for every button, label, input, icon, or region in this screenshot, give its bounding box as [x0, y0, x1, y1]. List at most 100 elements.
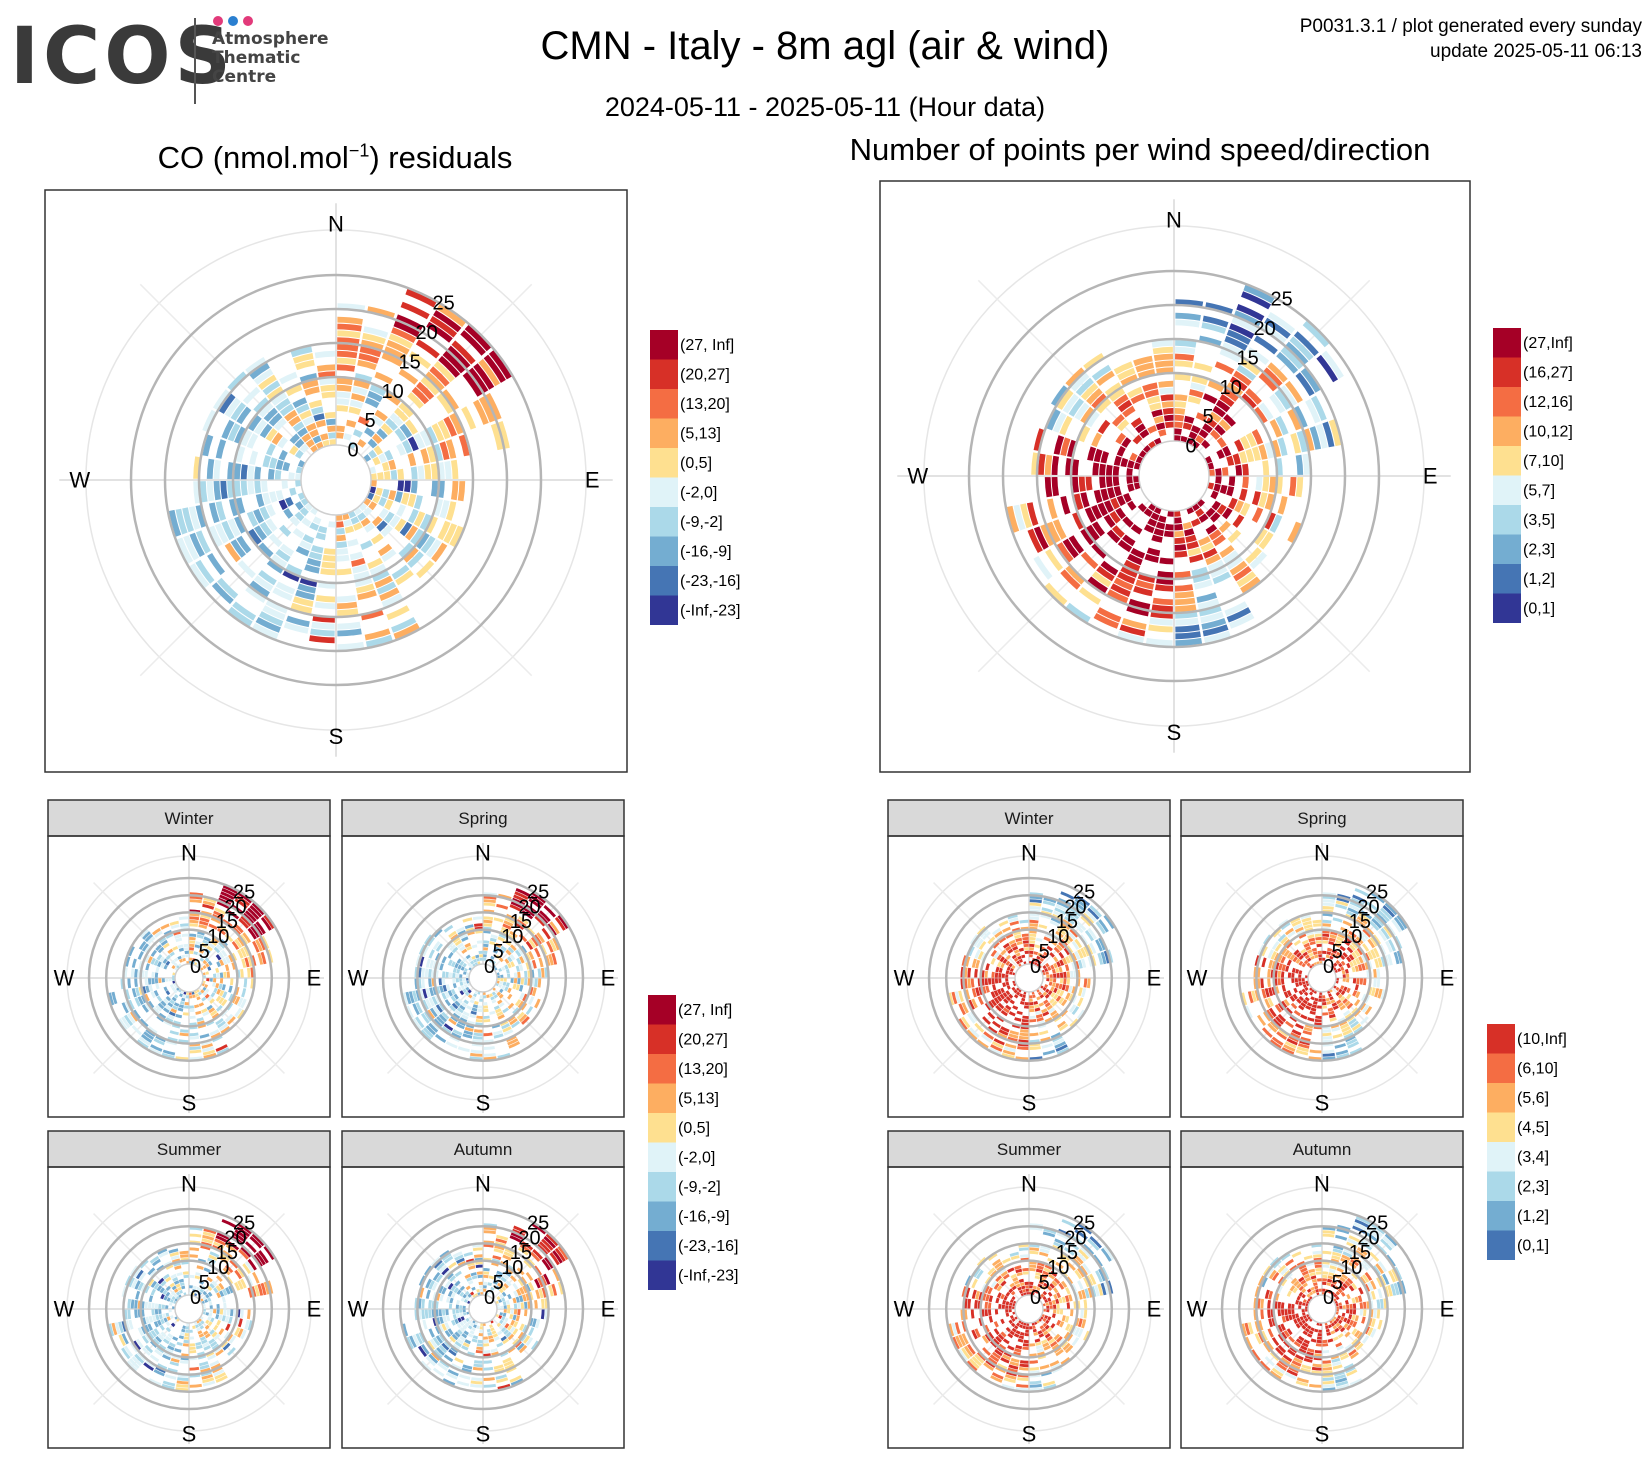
data-cell [1336, 1228, 1350, 1235]
data-cell [492, 1333, 499, 1338]
data-cell [1055, 1044, 1068, 1052]
data-cell [192, 1289, 196, 1293]
data-cell [275, 398, 291, 411]
data-cell [1228, 497, 1238, 510]
data-cell [974, 1328, 981, 1338]
data-cell [456, 1257, 465, 1264]
data-cell [459, 1285, 465, 1291]
data-cell [1122, 516, 1134, 528]
data-cell [1034, 1007, 1041, 1012]
data-cell [1080, 406, 1095, 424]
legend-label: (-23,-16] [680, 573, 740, 590]
data-cell [1014, 1348, 1022, 1353]
data-cell [168, 1248, 179, 1254]
data-cell [1035, 1010, 1042, 1015]
data-cell [1097, 1283, 1104, 1296]
data-cell [1296, 430, 1308, 453]
data-cell [510, 978, 514, 984]
data-cell [1331, 1026, 1341, 1032]
logo-subtitle-line: Thematic [212, 48, 301, 68]
legend-label: (-9,-2] [680, 514, 723, 531]
data-cell [1301, 917, 1312, 923]
data-cell [1234, 439, 1244, 452]
data-cell [1113, 577, 1134, 591]
data-cell [253, 397, 270, 414]
data-cell [127, 1309, 132, 1320]
data-cell [1009, 1361, 1019, 1367]
data-cell [483, 1336, 489, 1340]
data-cell [991, 1041, 1004, 1049]
data-cell [412, 990, 418, 1002]
data-cell [202, 903, 215, 910]
data-cell [147, 1331, 155, 1340]
data-cell [142, 931, 151, 940]
data-cell [1351, 951, 1358, 959]
data-cell [138, 941, 147, 950]
data-cell [373, 445, 383, 456]
data-cell [411, 386, 430, 405]
points-main-panel [879, 180, 1471, 773]
legend-label: (5,6] [1517, 1090, 1549, 1107]
data-cell [1017, 955, 1022, 960]
radial-tick-label: 5 [493, 941, 504, 963]
data-cell [1074, 938, 1083, 949]
data-cell [418, 1345, 428, 1357]
data-cell [491, 960, 496, 965]
data-cell [249, 580, 270, 598]
data-cell [1214, 361, 1235, 375]
data-cell [1288, 1314, 1293, 1321]
data-cell [1277, 978, 1281, 986]
data-cell [483, 1350, 491, 1354]
data-cell [189, 916, 200, 921]
data-cell [337, 595, 357, 603]
data-cell [1202, 547, 1218, 559]
data-cell [319, 378, 336, 386]
data-cell [221, 1296, 226, 1303]
data-cell [1335, 903, 1348, 910]
data-cell [209, 1029, 220, 1036]
data-cell [1119, 624, 1146, 637]
data-cell [1212, 534, 1226, 547]
data-cell [994, 978, 999, 984]
data-cell [1269, 1039, 1282, 1049]
data-cell [1120, 457, 1129, 468]
data-cell [1091, 504, 1103, 520]
data-cell [169, 999, 175, 1005]
data-cell [1029, 923, 1038, 927]
compass-label: N [1021, 841, 1037, 866]
data-cell [1086, 388, 1103, 405]
data-cell [465, 986, 470, 991]
data-cell [1314, 1264, 1322, 1268]
data-cell [253, 575, 274, 592]
data-cell [451, 1363, 462, 1370]
data-cell [1127, 460, 1135, 469]
data-cell [1311, 395, 1327, 421]
data-cell [315, 419, 326, 428]
data-cell [290, 602, 313, 614]
data-cell [221, 999, 228, 1007]
data-cell [385, 418, 398, 431]
data-cell [478, 396, 496, 423]
data-cell [172, 1005, 179, 1010]
data-cell [1199, 605, 1222, 617]
data-cell [224, 397, 241, 418]
data-cell [1209, 411, 1222, 423]
speed-ring [139, 928, 239, 1028]
data-cell [1268, 959, 1274, 969]
data-cell [1174, 394, 1188, 402]
data-cell [192, 1285, 197, 1290]
data-cell [1298, 978, 1302, 982]
data-cell [118, 1321, 124, 1333]
data-cell [1061, 999, 1068, 1007]
data-cell [441, 389, 459, 411]
data-cell [1068, 993, 1074, 1002]
data-cell [1361, 1316, 1366, 1324]
data-cell [337, 641, 365, 650]
data-cell [1153, 415, 1164, 424]
data-cell [1045, 549, 1063, 572]
data-cell [229, 1259, 239, 1269]
data-cell [1322, 1377, 1334, 1381]
data-cell [1047, 990, 1053, 996]
radial-tick-label: 25 [1073, 881, 1095, 903]
data-cell [1222, 507, 1233, 520]
